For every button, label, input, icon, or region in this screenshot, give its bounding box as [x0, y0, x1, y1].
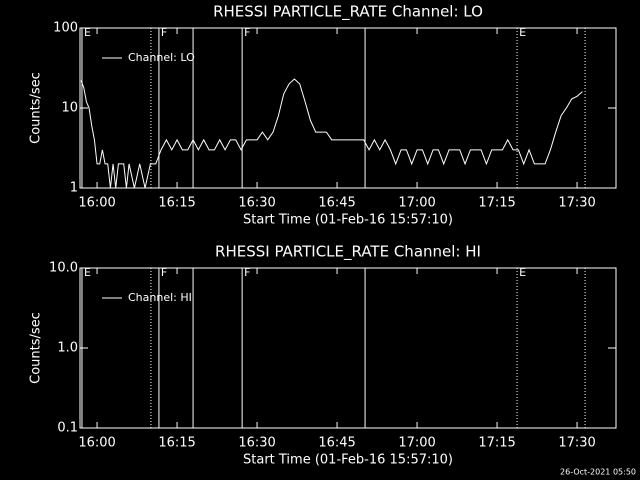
x-axis-label: Start Time (01-Feb-16 15:57:10) — [243, 213, 453, 228]
timestamp: 26-Oct-2021 05:50 — [560, 468, 636, 477]
y-tick-label: 100 — [53, 21, 78, 36]
x-tick-label: 16:30 — [238, 196, 275, 211]
x-tick-label: 16:15 — [158, 436, 195, 451]
y-tick-label: 1.0 — [57, 341, 78, 356]
event-label: E — [84, 266, 91, 279]
y-axis-label: Counts/sec — [29, 312, 44, 384]
y-tick-label: 10.0 — [49, 261, 78, 276]
x-tick-label: 17:00 — [398, 196, 435, 211]
y-axis-label: Counts/sec — [29, 72, 44, 144]
event-label: F — [161, 266, 167, 279]
event-label: F — [244, 26, 250, 39]
y-tick-label: 1 — [70, 181, 78, 196]
chart-title: RHESSI PARTICLE_RATE Channel: HI — [215, 243, 481, 262]
x-axis-label: Start Time (01-Feb-16 15:57:10) — [243, 453, 453, 468]
x-tick-label: 17:30 — [558, 436, 595, 451]
chart-title: RHESSI PARTICLE_RATE Channel: LO — [213, 3, 483, 22]
event-label: E — [519, 266, 526, 279]
y-tick-label: 0.1 — [57, 421, 78, 436]
data-line — [80, 78, 583, 189]
event-label: E — [519, 26, 526, 39]
x-tick-label: 17:00 — [398, 436, 435, 451]
legend-label: Channel: LO — [128, 51, 195, 64]
x-tick-label: 16:15 — [158, 196, 195, 211]
x-tick-label: 16:00 — [78, 196, 115, 211]
x-tick-label: 17:30 — [558, 196, 595, 211]
x-tick-label: 17:15 — [478, 436, 515, 451]
x-tick-label: 17:15 — [478, 196, 515, 211]
x-tick-label: 16:00 — [78, 436, 115, 451]
y-tick-label: 10 — [61, 101, 78, 116]
event-label: F — [244, 266, 250, 279]
x-tick-label: 16:30 — [238, 436, 275, 451]
x-tick-label: 16:45 — [318, 436, 355, 451]
event-label: E — [84, 26, 91, 39]
x-tick-label: 16:45 — [318, 196, 355, 211]
event-label: F — [161, 26, 167, 39]
legend-label: Channel: HI — [128, 291, 192, 304]
